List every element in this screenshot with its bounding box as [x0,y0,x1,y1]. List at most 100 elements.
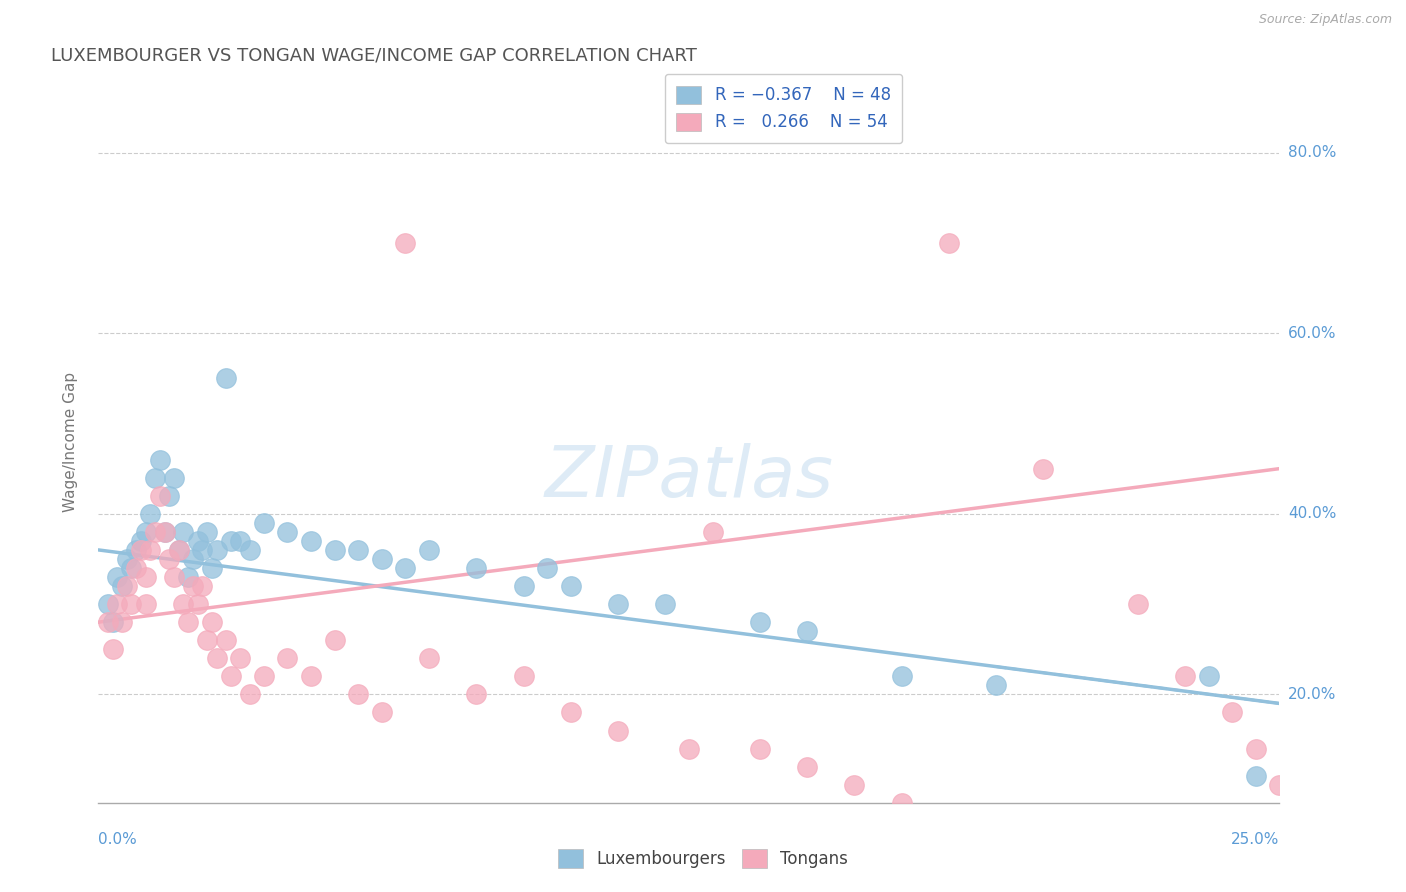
Point [97,597,120,611]
Point [239,687,262,701]
Point [219,669,242,683]
Point [347,542,370,557]
Point [163,570,186,584]
Point [143,470,166,484]
Point [135,597,157,611]
Point [219,533,242,548]
Point [512,579,534,593]
Point [205,542,228,557]
Point [844,778,866,792]
Point [105,570,128,584]
Point [157,489,180,503]
Point [607,597,630,611]
Point [607,723,630,738]
Text: Source: ZipAtlas.com: Source: ZipAtlas.com [1258,13,1392,27]
Point [394,235,416,250]
Point [418,542,440,557]
Point [129,533,152,548]
Point [101,642,124,657]
Point [796,624,818,639]
Point [796,760,818,774]
Point [1244,741,1267,756]
Point [121,561,143,575]
Point [172,597,194,611]
Point [229,533,252,548]
Point [191,579,214,593]
Point [890,669,912,683]
Point [125,561,148,575]
Point [654,597,676,611]
Point [97,615,120,630]
Point [115,579,138,593]
Point [181,579,204,593]
Point [536,561,558,575]
Point [177,615,200,630]
Point [121,597,143,611]
Point [299,533,322,548]
Point [187,597,209,611]
Point [371,552,394,566]
Point [276,651,298,665]
Point [239,542,262,557]
Point [187,533,209,548]
Point [153,524,176,539]
Point [984,678,1007,692]
Point [560,706,582,720]
Point [371,706,394,720]
Point [111,579,134,593]
Point [678,741,700,756]
Point [1198,669,1220,683]
Point [201,561,224,575]
Point [163,470,186,484]
Point [191,542,214,557]
Point [125,542,148,557]
Point [111,615,134,630]
Point [195,633,218,648]
Point [890,796,912,810]
Point [205,651,228,665]
Point [748,615,770,630]
Point [157,552,180,566]
Point [1032,461,1054,475]
Point [1244,769,1267,783]
Point [195,524,218,539]
Point [181,552,204,566]
Point [1268,778,1291,792]
Point [560,579,582,593]
Point [938,235,960,250]
Point [172,524,194,539]
Point [201,615,224,630]
Point [105,597,128,611]
Point [153,524,176,539]
Text: 0.0%: 0.0% [98,831,138,847]
Point [149,452,172,467]
Point [139,507,162,521]
Point [347,687,370,701]
Point [129,542,152,557]
Point [139,542,162,557]
Point [229,651,252,665]
Point [1126,597,1149,611]
Point [394,561,416,575]
Text: ZIPatlas: ZIPatlas [544,443,834,512]
Text: 25.0%: 25.0% [1232,831,1279,847]
Point [253,669,276,683]
Point [167,542,190,557]
Point [702,524,724,539]
Text: 80.0%: 80.0% [1288,145,1336,160]
Point [149,489,172,503]
Point [1220,706,1243,720]
Text: 20.0%: 20.0% [1288,687,1336,702]
Point [748,741,770,756]
Point [101,615,124,630]
Point [167,542,190,557]
Point [215,633,238,648]
Y-axis label: Wage/Income Gap: Wage/Income Gap [63,371,77,512]
Point [465,687,488,701]
Point [115,552,138,566]
Point [276,524,298,539]
Point [418,651,440,665]
Text: 60.0%: 60.0% [1288,326,1336,341]
Point [215,371,238,385]
Point [135,570,157,584]
